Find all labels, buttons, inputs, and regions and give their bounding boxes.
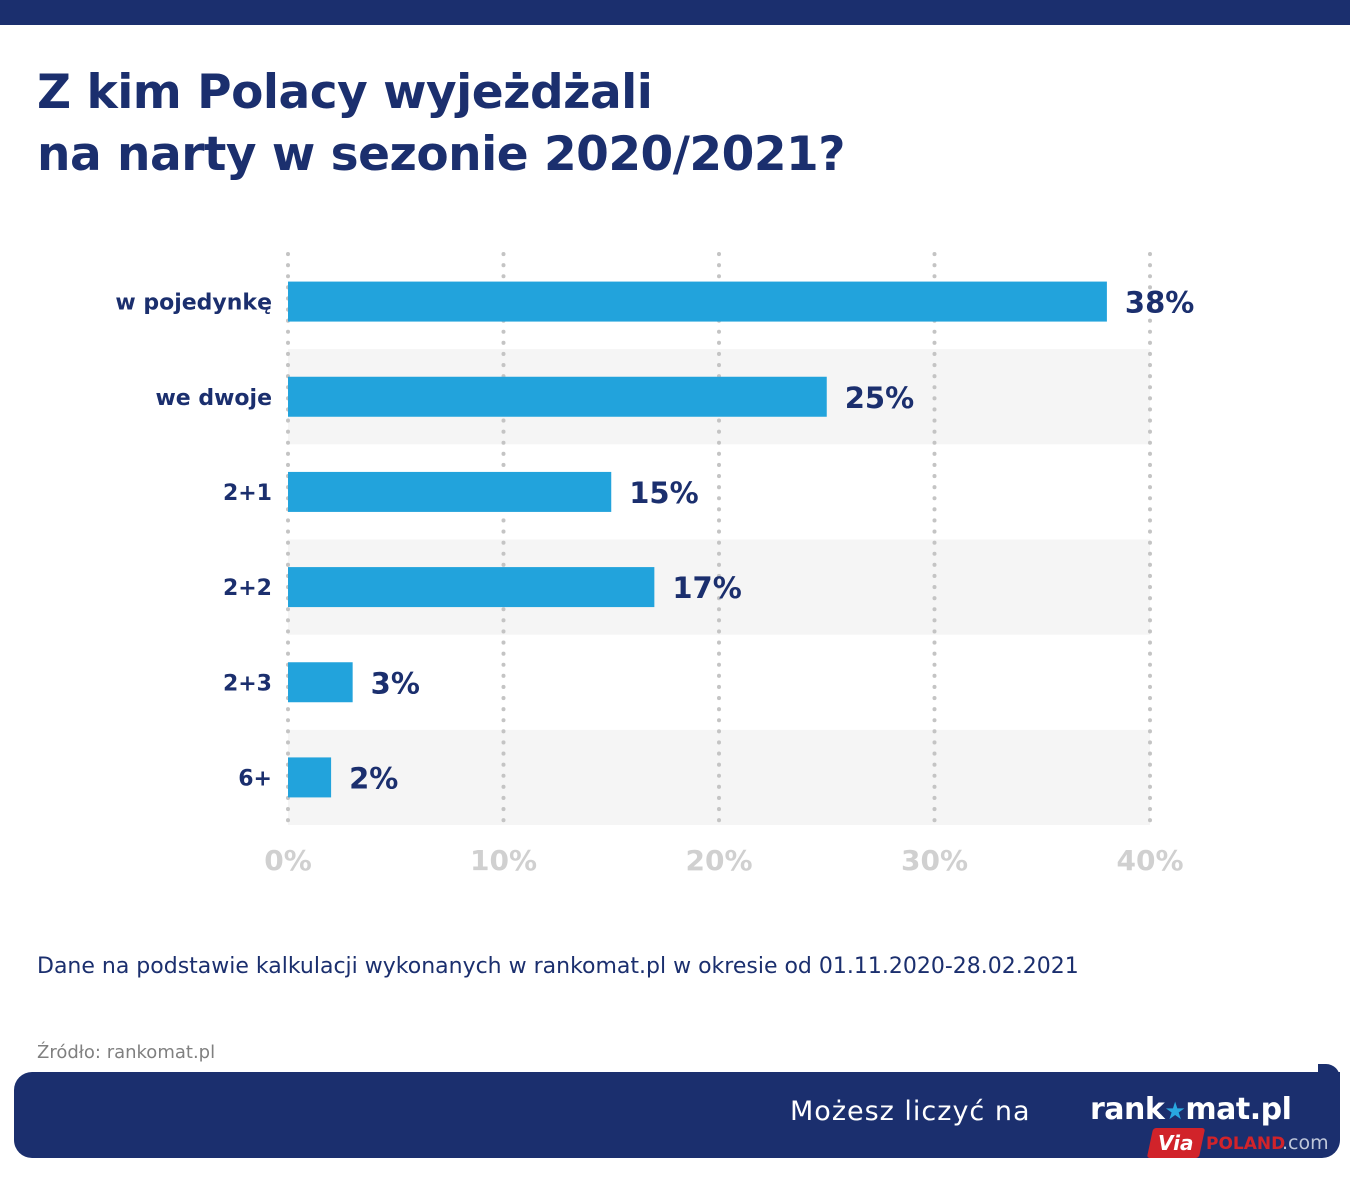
watermark-via: Via [1158,1131,1194,1155]
footer-tagline: Możesz liczyć na [790,1096,1031,1127]
bar-chart: w pojedynkę 38% we dwoje 25% 2+1 15% 2+2 17% 2+3… [115,252,1194,877]
logo-text-left: rank [1090,1092,1165,1127]
watermark-poland: POLAND [1206,1134,1286,1154]
title-line-1: Z kim Polacy wyjeżdżali [37,65,653,120]
category-label: 2+3 [223,671,272,696]
category-label: 6+ [238,766,272,791]
watermark-com: .com [1282,1132,1329,1154]
top-bar [0,0,1350,25]
value-label: 2% [349,761,398,795]
value-label: 25% [845,381,914,415]
rankomat-logo: rank★mat.pl [1090,1092,1292,1127]
bar [288,567,655,608]
title-line-2: na narty w sezonie 2020/2021? [37,127,846,182]
category-label: 2+2 [223,576,272,601]
footer-banner: Możesz liczyć na rank★mat.pl [14,1064,1340,1158]
value-label: 15% [629,476,698,510]
bar [288,376,827,417]
page-title: Z kim Polacy wyjeżdżali na narty w sezon… [37,62,846,186]
tick-label: 20% [685,844,752,877]
value-label: 38% [1125,286,1194,320]
logo-text-right: mat.pl [1185,1092,1292,1127]
tick-label: 0% [264,844,312,877]
bar [288,757,332,798]
viapoland-watermark: Via POLAND .com [1146,1128,1330,1162]
category-label: 2+1 [223,481,272,506]
footer-notch [1318,1064,1340,1094]
category-label: w pojedynkę [115,291,272,316]
bar [288,662,353,703]
tick-label: 40% [1116,844,1183,877]
source-note: Źródło: rankomat.pl [37,1042,216,1063]
bar [288,471,612,512]
tick-label: 10% [470,844,537,877]
star-icon: ★ [1164,1097,1186,1125]
category-label: we dwoje [155,386,272,411]
value-label: 17% [672,571,741,605]
data-note: Dane na podstawie kalkulacji wykonanych … [37,954,1079,979]
bar [288,281,1107,322]
value-label: 3% [371,666,420,700]
tick-label: 30% [901,844,968,877]
